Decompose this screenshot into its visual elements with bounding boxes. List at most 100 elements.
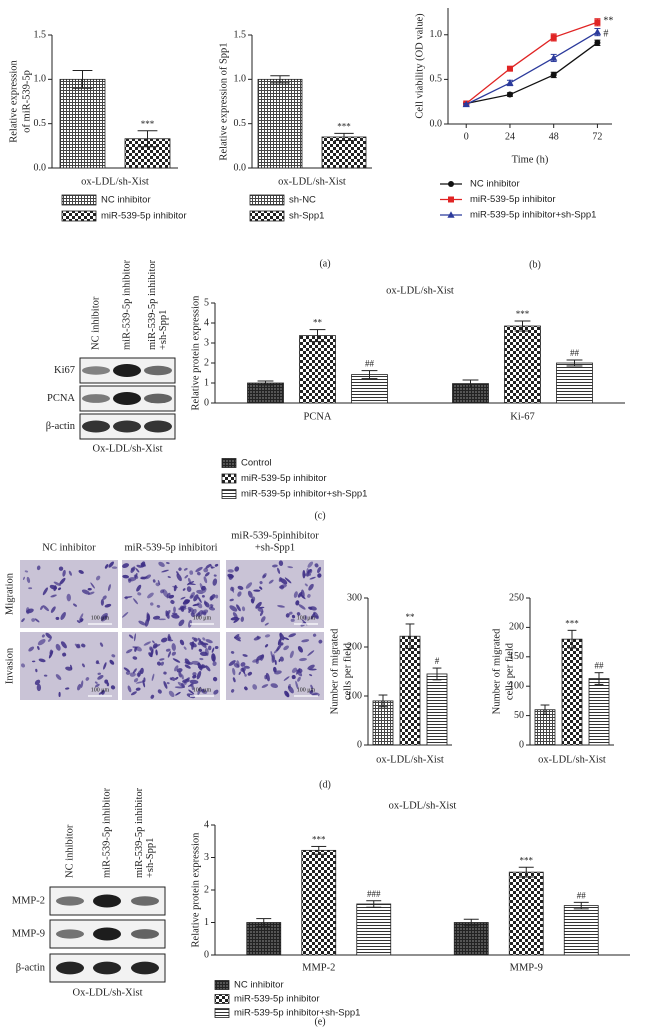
y-tick-label: 0.5 (34, 118, 47, 129)
cell (296, 612, 301, 616)
error-bar (540, 704, 550, 715)
cell (55, 616, 60, 620)
cell (87, 591, 95, 596)
cell (60, 612, 66, 620)
legend-label: miR-539-5p inhibitor+sh-Spp1 (470, 210, 596, 221)
cell (253, 589, 261, 592)
cell (158, 561, 165, 567)
cell (143, 641, 151, 646)
lane-label: miR-539-5p inhibitor (147, 259, 158, 350)
y-tick-label: 0 (204, 397, 209, 408)
cell (149, 647, 154, 652)
y-tick-label: 1 (204, 917, 209, 928)
cell (192, 672, 197, 676)
significance-label: ## (570, 348, 580, 358)
significance-label: ## (365, 359, 375, 369)
cell (55, 674, 62, 680)
cell (99, 642, 104, 647)
cell (202, 611, 207, 616)
cell (287, 683, 291, 689)
cell (109, 659, 115, 665)
blot-band (113, 364, 141, 377)
cell (37, 639, 46, 646)
cell (62, 569, 66, 577)
y-tick-label: 1.0 (234, 74, 247, 85)
column-header: miR-539-5p inhibitori (124, 542, 217, 553)
y-tick-label: 0.5 (234, 118, 247, 129)
blot-band (93, 927, 121, 941)
cell (31, 660, 36, 663)
cell (308, 668, 317, 671)
significance-label: ### (367, 889, 381, 899)
y-tick-label: 1.5 (234, 29, 247, 40)
cell (176, 571, 179, 575)
cell (310, 684, 314, 690)
cell (152, 579, 156, 583)
lane-label: +sh-Spp1 (158, 310, 169, 350)
cell (57, 587, 62, 591)
blot-caption: Ox-LDL/sh-Xist (93, 443, 163, 454)
cell (312, 693, 318, 696)
cell (37, 646, 40, 651)
cell (125, 670, 131, 675)
y-tick-label: 3 (204, 337, 209, 348)
cell (111, 654, 116, 658)
cell (104, 564, 109, 569)
legend-swatch (214, 980, 230, 990)
chart-title: ox-LDL/sh-Xist (386, 285, 454, 296)
cell (138, 620, 146, 626)
cell (260, 616, 266, 623)
significance-label: *** (312, 835, 326, 845)
cell (140, 576, 147, 580)
cell (283, 645, 289, 651)
cell (158, 618, 166, 621)
legend-swatch (214, 1008, 230, 1018)
cell (66, 593, 71, 602)
y-tick-label: 1.0 (430, 29, 443, 40)
cell (195, 566, 203, 573)
y-tick-label: 5 (204, 297, 209, 308)
y-axis-label: Number of migrated (329, 628, 340, 714)
y-axis-label: Relative protein expression (190, 295, 201, 411)
y-tick-label: 0.0 (234, 162, 247, 173)
marker (506, 91, 513, 98)
cell (60, 641, 67, 649)
cell (43, 674, 48, 677)
y-tick-label: 0 (357, 739, 362, 750)
cell (193, 594, 199, 602)
error-bar (378, 694, 388, 708)
significance-label: # (435, 656, 440, 666)
legend-swatch (221, 473, 237, 484)
series-line (465, 31, 598, 105)
cell (171, 676, 176, 681)
cell (81, 643, 86, 648)
cell (95, 660, 99, 665)
cell (94, 681, 98, 684)
scale-bar-label: 100 μm (297, 615, 316, 621)
bar (588, 678, 610, 746)
cell (81, 663, 85, 668)
cell (261, 684, 269, 688)
cell (98, 691, 104, 695)
cell (245, 582, 253, 589)
cell (255, 601, 262, 609)
cell (155, 649, 158, 656)
error-bar (256, 918, 272, 927)
cell (143, 677, 146, 683)
marker (506, 79, 514, 86)
cell (151, 673, 155, 682)
cell (59, 577, 66, 585)
error-bar (518, 866, 534, 878)
cell (189, 570, 194, 575)
cell (253, 636, 261, 641)
cell (203, 576, 208, 584)
cell (264, 644, 269, 648)
cell (132, 668, 137, 674)
cell (21, 618, 25, 623)
cell (81, 589, 90, 595)
cell (79, 613, 84, 621)
error-bar (361, 370, 378, 380)
cell (232, 677, 236, 683)
cell (228, 660, 236, 666)
cell (231, 586, 234, 593)
